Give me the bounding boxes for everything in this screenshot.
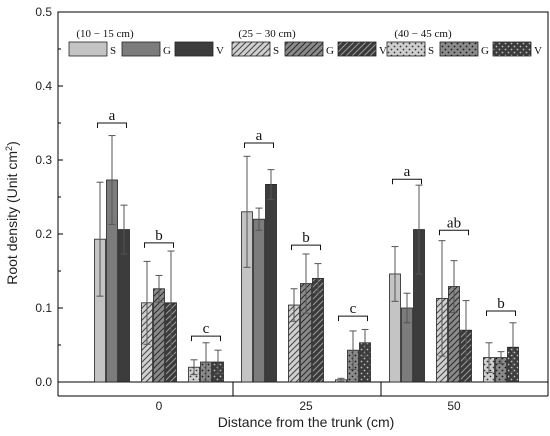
significance-bracket — [291, 244, 321, 251]
y-tick-label: 0.2 — [35, 227, 52, 241]
significance-bracket — [97, 122, 127, 128]
legend-swatch — [386, 41, 426, 57]
significance-letter: a — [109, 108, 116, 124]
legend-depth-label: (25 − 30 cm) — [238, 28, 296, 40]
legend-depth-label: (10 − 15 cm) — [76, 28, 134, 40]
y-tick-label: 0.4 — [35, 79, 52, 93]
legend-label: S — [428, 45, 434, 57]
significance-letter: b — [302, 230, 310, 246]
legend-label: V — [534, 45, 542, 57]
legend-label: G — [163, 45, 171, 57]
bar — [265, 184, 277, 383]
legend-label: S — [273, 45, 279, 57]
legend-depth-label: (40 − 45 cm) — [394, 28, 452, 40]
legend-swatch — [174, 41, 214, 57]
significance-bracket — [191, 335, 221, 342]
y-tick-label: 0.5 — [35, 5, 52, 19]
x-tick-label: 25 — [299, 399, 313, 413]
legend-swatch — [439, 41, 479, 57]
significance-bracket — [439, 229, 469, 236]
significance-bracket — [486, 310, 516, 316]
significance-letter: a — [256, 128, 263, 144]
legend-swatch — [492, 41, 532, 57]
significance-letter: b — [497, 296, 505, 312]
legend-swatch — [121, 41, 161, 57]
legend-swatch — [284, 41, 324, 57]
significance-bracket — [392, 178, 422, 185]
significance-bracket — [244, 142, 274, 148]
significance-letter: b — [155, 228, 163, 244]
y-tick-label: 0.0 — [35, 375, 52, 389]
legend-swatch — [337, 41, 377, 57]
significance-letter: c — [203, 321, 210, 337]
significance-bracket — [144, 242, 174, 248]
bar — [153, 288, 165, 383]
x-tick-label: 0 — [156, 399, 163, 413]
legend: (10 − 15 cm) S G V (25 − 30 cm) S G V (40 − 45 c… — [68, 28, 542, 57]
y-axis-title-end: ) — [4, 141, 20, 146]
y-axis-title-main: Root density (Unit cm — [4, 151, 20, 285]
significance-letter: c — [350, 301, 357, 317]
legend-label: V — [216, 45, 224, 57]
legend-swatch — [68, 41, 108, 57]
legend-swatch — [231, 41, 271, 57]
significance-letter: ab — [447, 215, 461, 231]
y-tick-label: 0.1 — [35, 301, 52, 315]
bar — [312, 277, 324, 383]
y-tick-label: 0.3 — [35, 153, 52, 167]
bar — [253, 218, 265, 383]
legend-label: G — [481, 45, 489, 57]
x-axis-title: Distance from the trunk (cm) — [218, 414, 395, 430]
legend-label: G — [326, 45, 334, 57]
legend-label: S — [110, 45, 116, 57]
significance-letter: a — [404, 164, 411, 180]
legend-label: V — [379, 45, 387, 57]
y-axis-title: Root density (Unit cm2) — [4, 141, 20, 285]
y-axis-title-sup: 2 — [4, 146, 14, 151]
significance-bracket — [338, 315, 368, 322]
x-tick-label: 50 — [447, 399, 461, 413]
